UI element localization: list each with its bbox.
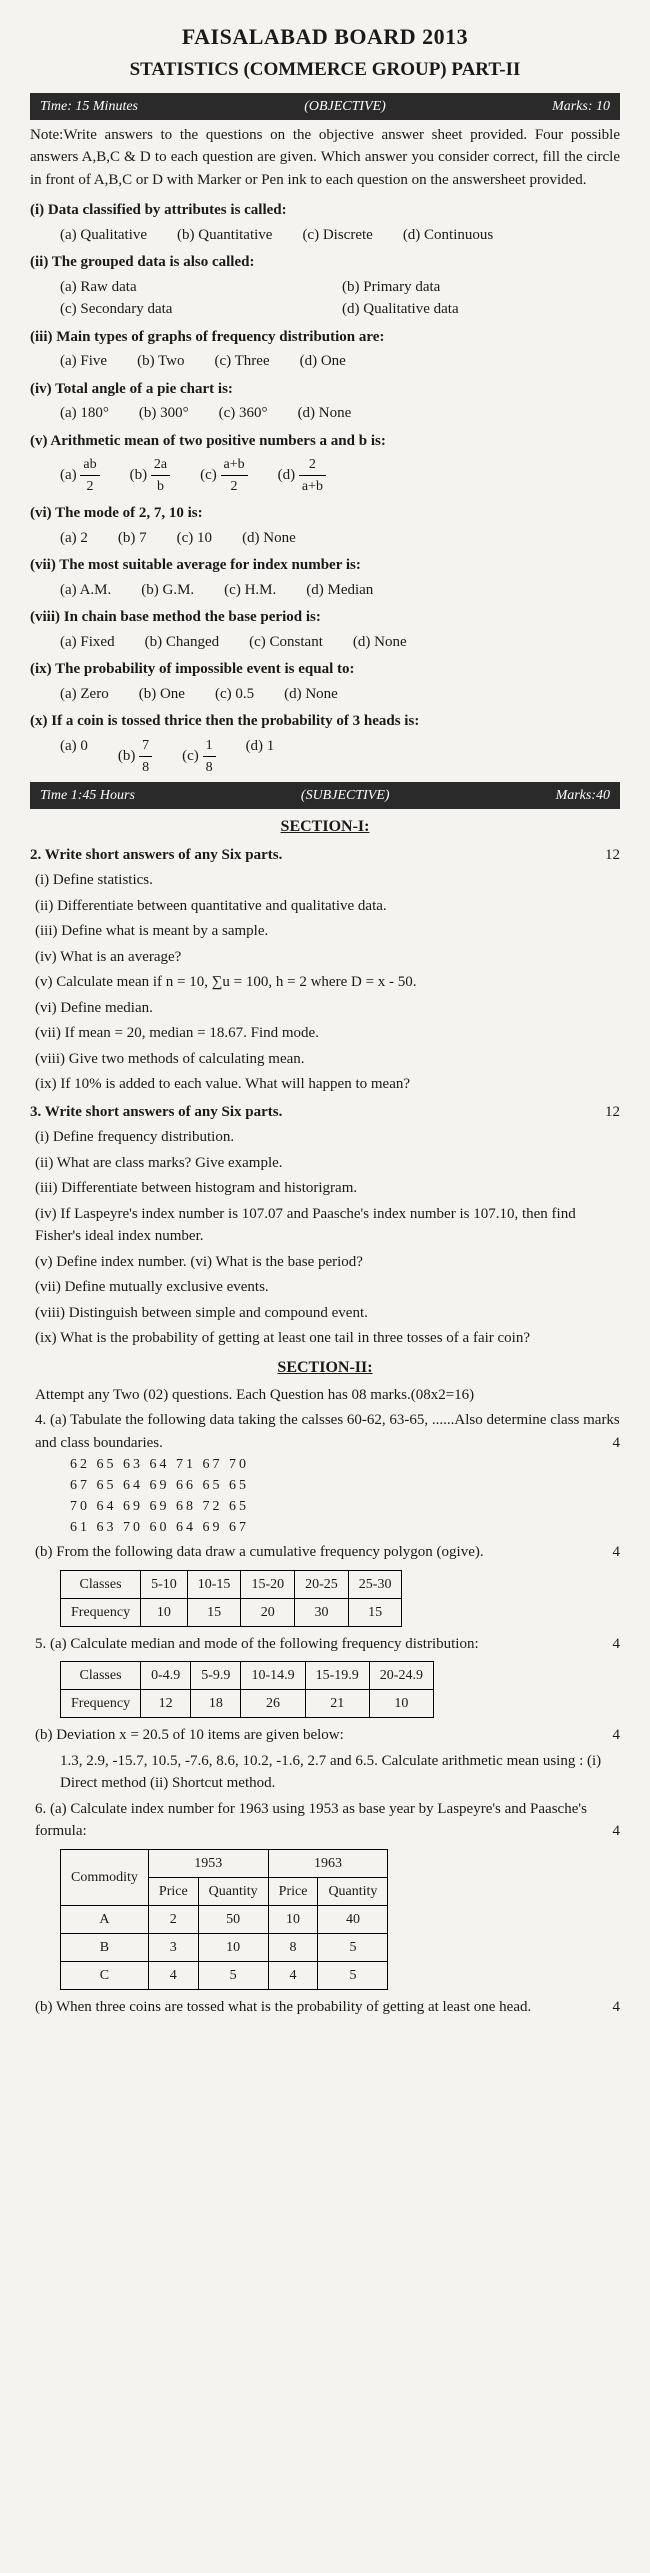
subjective-bar: Time 1:45 Hours (SUBJECTIVE) Marks:40 xyxy=(30,782,620,809)
q5a: 5. (a) Calculate median and mode of the … xyxy=(35,1633,620,1656)
sub-question: (viii) Distinguish between simple and co… xyxy=(35,1302,620,1325)
obj-label: (OBJECTIVE) xyxy=(304,96,386,117)
sec2-intro: Attempt any Two (02) questions. Each Que… xyxy=(35,1384,620,1407)
sub-question: (viii) Give two methods of calculating m… xyxy=(35,1048,620,1071)
q6a: 6. (a) Calculate index number for 1963 u… xyxy=(35,1798,620,1843)
section-2-title: SECTION-II: xyxy=(30,1356,620,1380)
data-row: 62 65 63 64 71 67 70 xyxy=(70,1454,620,1475)
mcq-item: (v) Arithmetic mean of two positive numb… xyxy=(30,430,620,498)
sub-question: (iv) What is an average? xyxy=(35,946,620,969)
sub-question: (vi) Define median. xyxy=(35,997,620,1020)
mcq-item: (vi) The mode of 2, 7, 10 is:(a) 2(b) 7(… xyxy=(30,502,620,549)
table-5a: Classes0-4.95-9.910-14.915-19.920-24.9Fr… xyxy=(60,1661,434,1718)
sub-question: (vii) Define mutually exclusive events. xyxy=(35,1276,620,1299)
q5b-data: 1.3, 2.9, -15.7, 10.5, -7.6, 8.6, 10.2, … xyxy=(60,1750,620,1795)
q4a: 4. (a) Tabulate the following data takin… xyxy=(35,1409,620,1454)
objective-bar: Time: 15 Minutes (OBJECTIVE) Marks: 10 xyxy=(30,93,620,120)
sub-question: (iv) If Laspeyre's index number is 107.0… xyxy=(35,1203,620,1248)
mcq-item: (ii) The grouped data is also called:(a)… xyxy=(30,251,620,321)
subject-title: STATISTICS (COMMERCE GROUP) PART-II xyxy=(30,56,620,85)
sub-question: (ix) What is the probability of getting … xyxy=(35,1327,620,1350)
q5b: (b) Deviation x = 20.5 of 10 items are g… xyxy=(35,1724,620,1747)
sub-question: (i) Define statistics. xyxy=(35,869,620,892)
sub-question: (iii) Differentiate between histogram an… xyxy=(35,1177,620,1200)
q2: 2. Write short answers of any Six parts.… xyxy=(30,844,620,867)
sub-question: (ii) Differentiate between quantitative … xyxy=(35,895,620,918)
mcq-item: (i) Data classified by attributes is cal… xyxy=(30,199,620,246)
data-row: 67 65 64 69 66 65 65 xyxy=(70,1475,620,1496)
section-1-title: SECTION-I: xyxy=(30,815,620,839)
sub-question: (v) Calculate mean if n = 10, ∑u = 100, … xyxy=(35,971,620,994)
mcq-item: (x) If a coin is tossed thrice then the … xyxy=(30,710,620,778)
q3: 3. Write short answers of any Six parts.… xyxy=(30,1101,620,1124)
sub-question: (v) Define index number. (vi) What is th… xyxy=(35,1251,620,1274)
data-row: 61 63 70 60 64 69 67 xyxy=(70,1517,620,1538)
subj-marks: Marks:40 xyxy=(556,785,610,806)
q6b: (b) When three coins are tossed what is … xyxy=(35,1996,620,2019)
mcq-item: (iv) Total angle of a pie chart is:(a) 1… xyxy=(30,378,620,425)
board-title: FAISALABAD BOARD 2013 xyxy=(30,20,620,53)
sub-question: (iii) Define what is meant by a sample. xyxy=(35,920,620,943)
table-6: Commodity19531963PriceQuantityPriceQuant… xyxy=(60,1849,388,1990)
mcq-item: (ix) The probability of impossible event… xyxy=(30,658,620,705)
q4b: (b) From the following data draw a cumul… xyxy=(35,1541,620,1564)
table-4b: Classes5-1010-1515-2020-2525-30Frequency… xyxy=(60,1570,402,1627)
obj-time: Time: 15 Minutes xyxy=(40,96,138,117)
sub-question: (ii) What are class marks? Give example. xyxy=(35,1152,620,1175)
mcq-item: (vii) The most suitable average for inde… xyxy=(30,554,620,601)
obj-marks: Marks: 10 xyxy=(552,96,610,117)
subj-label: (SUBJECTIVE) xyxy=(301,785,390,806)
data-row: 70 64 69 69 68 72 65 xyxy=(70,1496,620,1517)
instructions: Note:Write answers to the questions on t… xyxy=(30,124,620,192)
subj-time: Time 1:45 Hours xyxy=(40,785,135,806)
mcq-item: (viii) In chain base method the base per… xyxy=(30,606,620,653)
sub-question: (ix) If 10% is added to each value. What… xyxy=(35,1073,620,1096)
mcq-item: (iii) Main types of graphs of frequency … xyxy=(30,326,620,373)
sub-question: (i) Define frequency distribution. xyxy=(35,1126,620,1149)
sub-question: (vii) If mean = 20, median = 18.67. Find… xyxy=(35,1022,620,1045)
